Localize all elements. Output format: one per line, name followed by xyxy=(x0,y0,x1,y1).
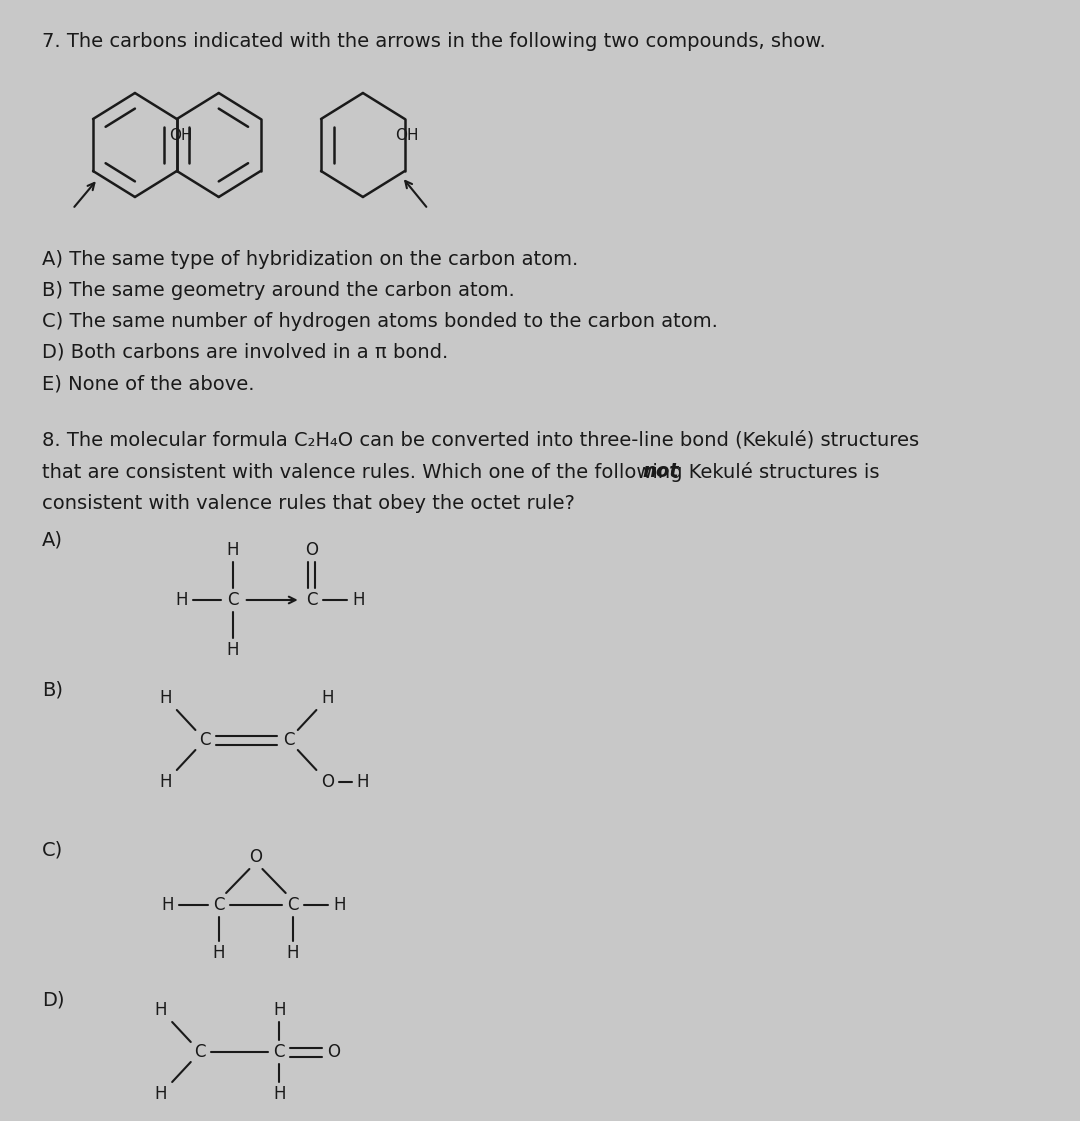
Text: D): D) xyxy=(42,990,65,1009)
Text: consistent with valence rules that obey the octet rule?: consistent with valence rules that obey … xyxy=(42,494,575,513)
Text: O: O xyxy=(326,1043,339,1060)
Text: B) The same geometry around the carbon atom.: B) The same geometry around the carbon a… xyxy=(42,281,515,300)
Text: C: C xyxy=(227,591,239,609)
Text: H: H xyxy=(227,541,239,559)
Text: H: H xyxy=(334,896,346,914)
Text: C) The same number of hydrogen atoms bonded to the carbon atom.: C) The same number of hydrogen atoms bon… xyxy=(42,312,718,331)
Text: A) The same type of hybridization on the carbon atom.: A) The same type of hybridization on the… xyxy=(42,250,578,269)
Text: 7. The carbons indicated with the arrows in the following two compounds, show.: 7. The carbons indicated with the arrows… xyxy=(42,33,825,50)
Text: H: H xyxy=(287,944,299,962)
Text: that are consistent with valence rules. Which one of the following Kekulé struct: that are consistent with valence rules. … xyxy=(42,462,886,482)
Text: C: C xyxy=(287,896,299,914)
Text: O: O xyxy=(249,847,262,867)
Text: H: H xyxy=(322,689,334,707)
Text: C: C xyxy=(194,1043,206,1060)
Text: B): B) xyxy=(42,680,63,700)
Text: C: C xyxy=(283,731,294,749)
Text: H: H xyxy=(227,641,239,659)
Text: C: C xyxy=(199,731,211,749)
Text: A): A) xyxy=(42,530,63,549)
Text: H: H xyxy=(175,591,188,609)
Text: H: H xyxy=(273,1001,285,1019)
Text: O: O xyxy=(321,773,334,791)
Text: H: H xyxy=(352,591,365,609)
Text: C: C xyxy=(306,591,318,609)
Text: H: H xyxy=(154,1085,167,1103)
Text: H: H xyxy=(213,944,225,962)
Text: C): C) xyxy=(42,840,63,859)
Text: not: not xyxy=(643,462,678,481)
Text: OH: OH xyxy=(170,128,193,143)
Text: D) Both carbons are involved in a π bond.: D) Both carbons are involved in a π bond… xyxy=(42,343,448,362)
Text: H: H xyxy=(154,1001,167,1019)
Text: H: H xyxy=(160,773,172,791)
Text: E) None of the above.: E) None of the above. xyxy=(42,374,255,393)
Text: OH: OH xyxy=(395,128,419,143)
Text: H: H xyxy=(273,1085,285,1103)
Text: O: O xyxy=(306,541,319,559)
Text: C: C xyxy=(213,896,225,914)
Text: H: H xyxy=(356,773,369,791)
Text: 8. The molecular formula C₂H₄O can be converted into three-line bond (Kekulé) st: 8. The molecular formula C₂H₄O can be co… xyxy=(42,430,919,450)
Text: H: H xyxy=(160,689,172,707)
Text: H: H xyxy=(161,896,174,914)
Text: C: C xyxy=(273,1043,285,1060)
